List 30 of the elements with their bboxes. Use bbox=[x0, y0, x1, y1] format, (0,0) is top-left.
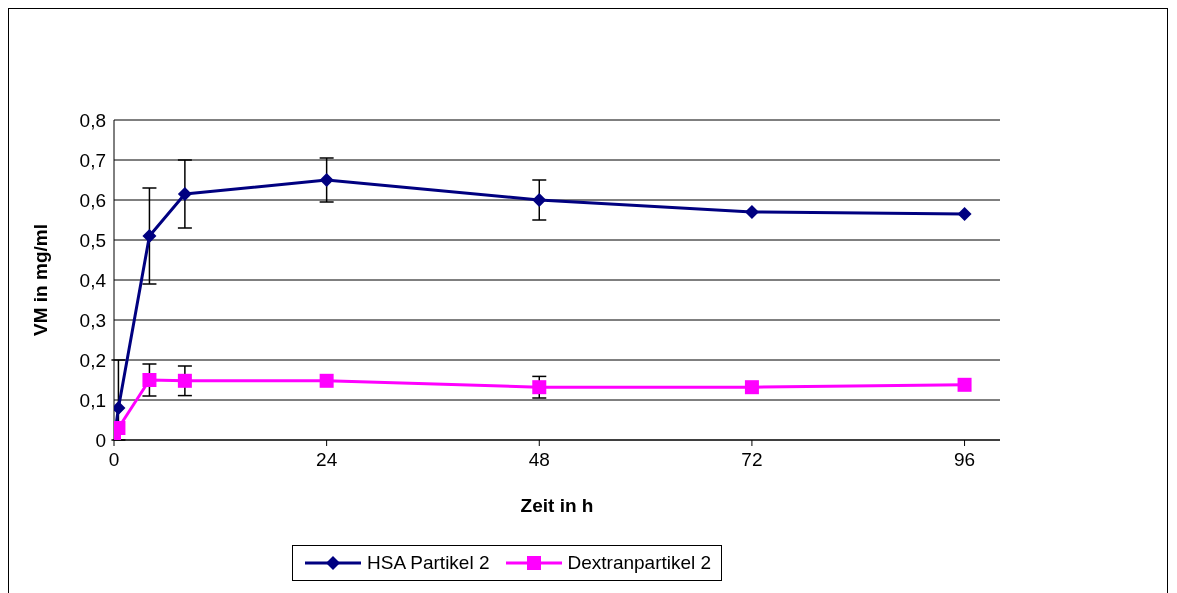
x-tick-label: 48 bbox=[528, 449, 550, 470]
y-tick-label: 0,6 bbox=[79, 189, 106, 211]
point bbox=[177, 187, 192, 201]
point bbox=[319, 173, 334, 187]
point bbox=[744, 205, 759, 219]
y-tick-label: 0,7 bbox=[79, 149, 106, 171]
y-tick-label: 0 bbox=[95, 429, 106, 451]
x-tick-label: 0 bbox=[108, 449, 120, 470]
y-tick-label: 0,2 bbox=[79, 349, 106, 371]
point bbox=[532, 193, 547, 207]
x-tick-label: 72 bbox=[741, 449, 763, 470]
point bbox=[744, 380, 759, 395]
point bbox=[957, 207, 972, 221]
point bbox=[142, 229, 157, 243]
y-axis-title: VM in mg/ml bbox=[29, 224, 51, 336]
point bbox=[177, 373, 192, 388]
point bbox=[319, 373, 334, 388]
x-tick-label: 24 bbox=[316, 449, 338, 470]
y-tick-label: 0,1 bbox=[79, 389, 106, 411]
y-tick-label: 0,3 bbox=[79, 309, 106, 331]
legend-label: HSA Partikel 2 bbox=[367, 552, 490, 574]
legend-label: Dextranpartikel 2 bbox=[567, 552, 712, 574]
point bbox=[532, 380, 547, 395]
y-tick-label: 0,4 bbox=[79, 269, 107, 291]
x-tick-label: 96 bbox=[953, 449, 976, 470]
y-tick-label: 0,8 bbox=[79, 109, 106, 131]
y-tick-label: 0,5 bbox=[79, 229, 106, 251]
point bbox=[957, 377, 972, 392]
point bbox=[142, 373, 157, 387]
x-axis-title: Zeit in h bbox=[520, 495, 594, 516]
